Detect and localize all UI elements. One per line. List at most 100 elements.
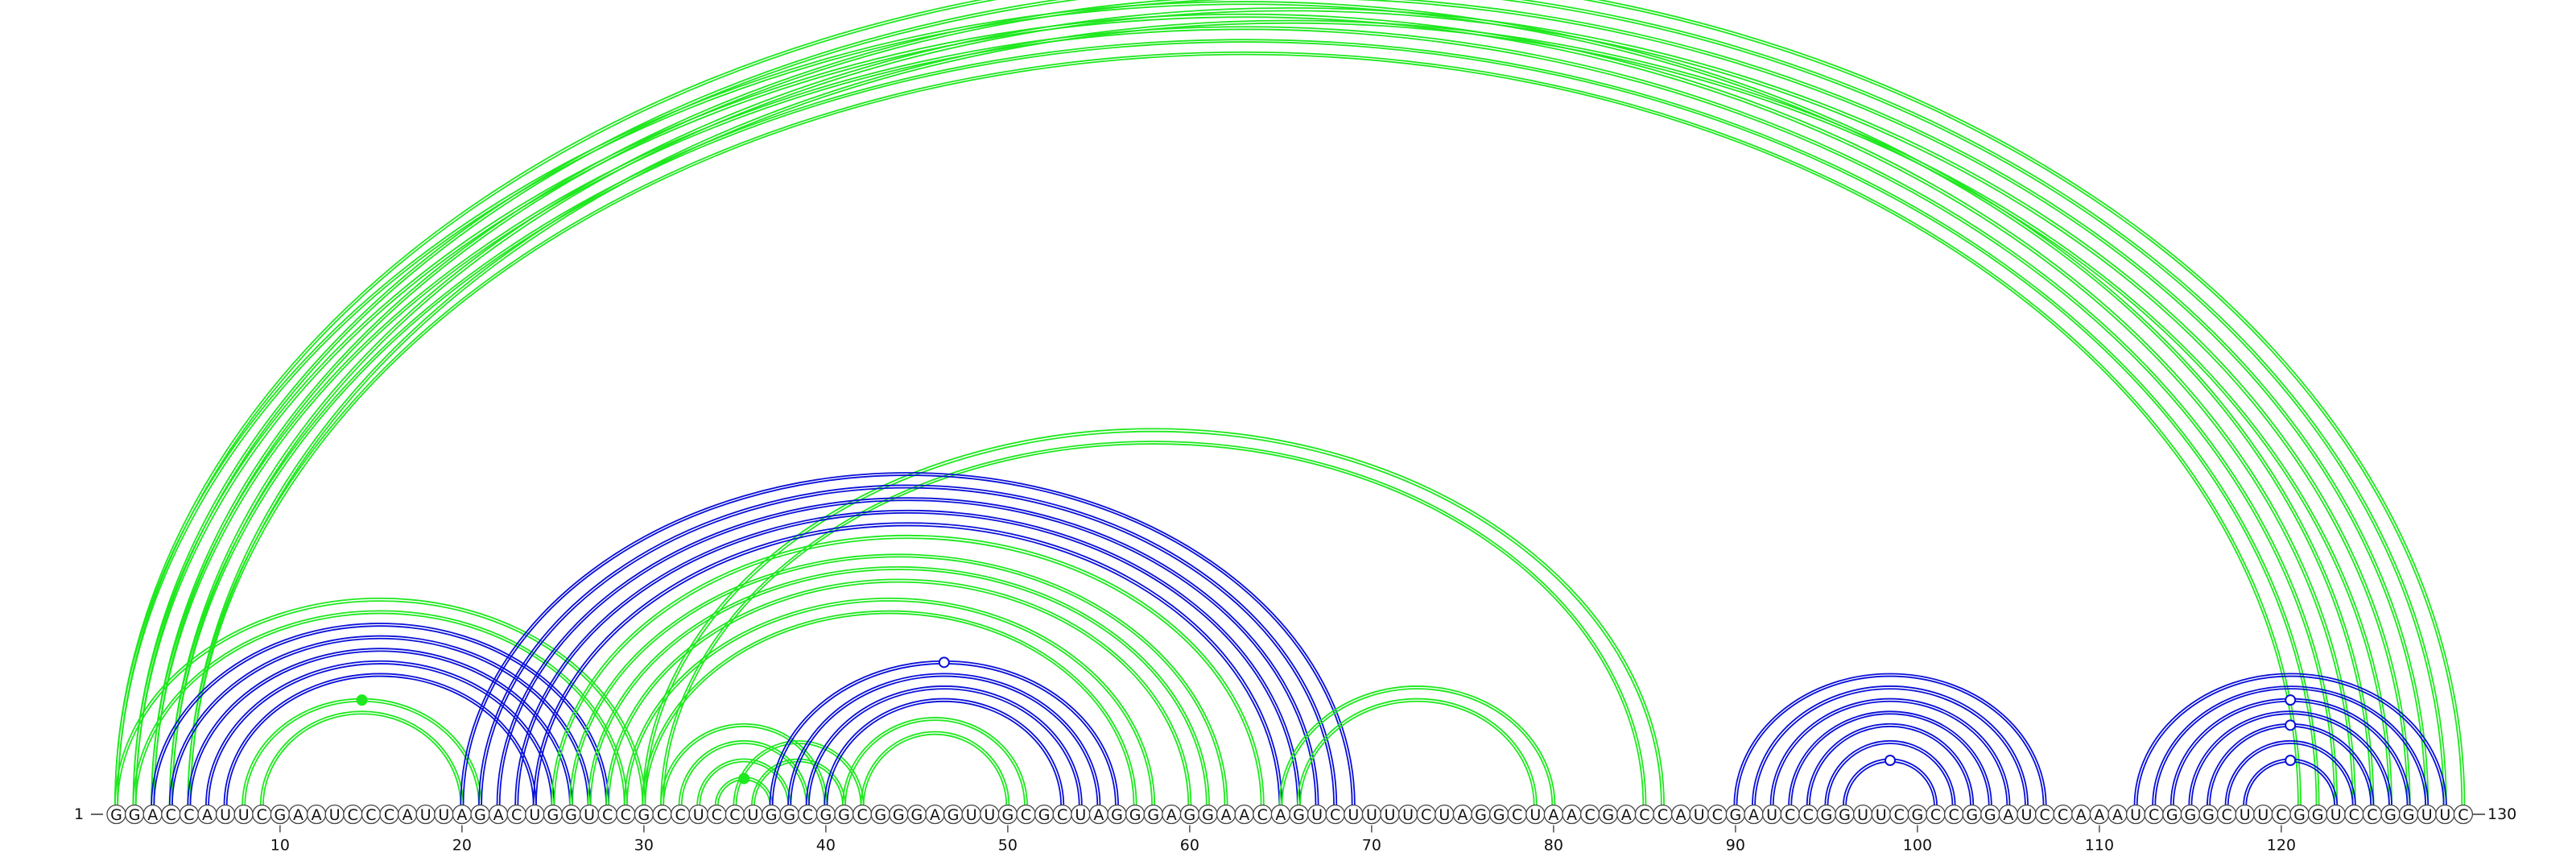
nucleotide-letter: U [220, 806, 231, 824]
nucleotide-letter: U [1385, 806, 1396, 824]
pair-arc-green-66-79-a [1297, 698, 1538, 806]
nucleotide-14: C [343, 804, 363, 825]
nucleotide-letter: A [1676, 806, 1686, 824]
nucleotide-83: G [1598, 804, 1618, 825]
nucleotide-letter: C [1330, 806, 1340, 824]
nucleotide-74: U [1435, 804, 1455, 825]
nucleotide-letter: U [748, 806, 759, 824]
nucleotide-letter: C [1257, 806, 1268, 824]
nucleotide-52: G [1034, 804, 1055, 825]
nucleotide-letter: A [1093, 806, 1104, 824]
start-label: 1 [74, 805, 84, 823]
nucleotide-letter: A [402, 806, 413, 824]
nucleotide-90: G [1725, 804, 1746, 825]
nucleotide-letter: G [1821, 806, 1833, 824]
pair-arc-blue-92-105-b [1772, 700, 2008, 806]
nucleotide-36: U [743, 804, 763, 825]
nucleotide-letter: C [712, 806, 722, 824]
nucleotide-letter: U [438, 806, 449, 824]
nucleotide-108: C [2053, 804, 2073, 825]
nucleotide-101: C [1926, 804, 1946, 825]
nucleotide-111: A [2107, 804, 2128, 825]
arc-marker-37-56 [938, 656, 950, 669]
pair-arc-green-5-121-a [187, 51, 2301, 806]
nucleotide-letter: C [2058, 806, 2068, 824]
nucleotide-23: C [506, 804, 526, 825]
pair-arc-blue-116-125-b [2209, 726, 2372, 806]
nucleotide-17: A [397, 804, 418, 825]
nucleotide-11: A [288, 804, 308, 825]
nucleotide-89: C [1707, 804, 1728, 825]
pair-arc-blue-20-69-a [460, 472, 1356, 806]
nucleotide-letter: U [1402, 806, 1414, 824]
pair-arc-blue-93-104-a [1788, 710, 1992, 806]
nucleotide-letter: U [1348, 806, 1359, 824]
arc-marker-96-101 [1885, 755, 1896, 766]
pair-arc-blue-38-55-a [787, 673, 1101, 806]
nucleotide-20: A [452, 804, 473, 825]
nucleotide-64: C [1253, 804, 1273, 825]
nucleotide-letter: G [2384, 806, 2396, 824]
nucleotide-98: U [1871, 804, 1891, 825]
nucleotide-70: U [1361, 804, 1382, 825]
nucleotide-5: C [179, 804, 200, 825]
nucleotide-letter: G [110, 806, 122, 824]
pair-arc-green-2-129-b [134, 0, 2445, 806]
pair-arc-blue-96-101-b [1845, 760, 1935, 806]
nucleotide-29: C [616, 804, 636, 825]
nucleotide-letter: U [1694, 806, 1705, 824]
pair-arc-green-4-127-b [171, 10, 2409, 806]
pair-arc-blue-40-53-b [826, 700, 1062, 806]
nucleotide-19: U [434, 804, 454, 825]
nucleotide-letter: G [1038, 806, 1051, 824]
nucleotide-letter: U [238, 806, 250, 824]
nucleotide-87: A [1670, 804, 1691, 825]
nucleotide-letter: U [2240, 806, 2251, 824]
pair-arc-blue-90-107-b [1736, 675, 2045, 806]
nucleotide-letter: A [1457, 806, 1468, 824]
pair-arc-blue-7-24-a [223, 673, 537, 806]
nucleotide-circle [2453, 804, 2474, 825]
pair-arc-blue-22-67-a [496, 497, 1319, 806]
nucleotide-letter: C [184, 806, 194, 824]
nucleotide-125: C [2362, 804, 2383, 825]
nucleotide-letter: C [365, 806, 376, 824]
nucleotide-45: G [906, 804, 927, 825]
pair-arc-blue-91-106-a [1752, 685, 2029, 806]
pair-arc-green-30-57-a [642, 610, 1137, 806]
nucleotide-letter: A [2003, 806, 2013, 824]
nucleotide-letter: G [565, 806, 577, 824]
pair-arc-green-5-121-b [189, 53, 2299, 806]
nucleotide-letter: C [1657, 806, 1668, 824]
pair-arc-green-31-85-b [663, 443, 1645, 806]
nucleotide-letter: A [312, 806, 322, 824]
nucleotide-4: C [161, 804, 181, 825]
nucleotide-letter: U [1876, 806, 1887, 824]
tick-label-50: 50 [998, 837, 1018, 855]
nucleotide-letter: U [1857, 806, 1868, 824]
nucleotide-48: U [961, 804, 981, 825]
nucleotide-95: G [1816, 804, 1837, 825]
nucleotide-letter: C [1894, 806, 1905, 824]
pair-arc-green-42-50-a [860, 731, 1010, 806]
nucleotide-letter: A [2076, 806, 2087, 824]
pair-arc-blue-93-104-b [1790, 713, 1990, 806]
nucleotide-85: C [1634, 804, 1655, 825]
pair-arc-green-29-58-a [623, 597, 1156, 806]
nucleotide-letter: A [1221, 806, 1232, 824]
nucleotide-letter: A [1567, 806, 1577, 824]
nucleotide-88: U [1689, 804, 1709, 825]
nucleotide-99: C [1889, 804, 1909, 825]
nucleotide-69: U [1344, 804, 1364, 825]
nucleotide-letter: C [1421, 806, 1431, 824]
nucleotide-letter: A [1166, 806, 1177, 824]
nucleotide-77: G [1488, 804, 1509, 825]
arc-marker-114-127 [2285, 694, 2297, 706]
nucleotide-71: U [1380, 804, 1400, 825]
pair-arc-green-25-64-a [551, 534, 1265, 806]
pair-arc-green-3-123-b [153, 28, 2335, 806]
pair-arc-green-31-40-a [660, 722, 828, 806]
nucleotide-109: A [2071, 804, 2091, 825]
nucleotide-letter: G [947, 806, 960, 824]
nucleotide-78: C [1507, 804, 1527, 825]
